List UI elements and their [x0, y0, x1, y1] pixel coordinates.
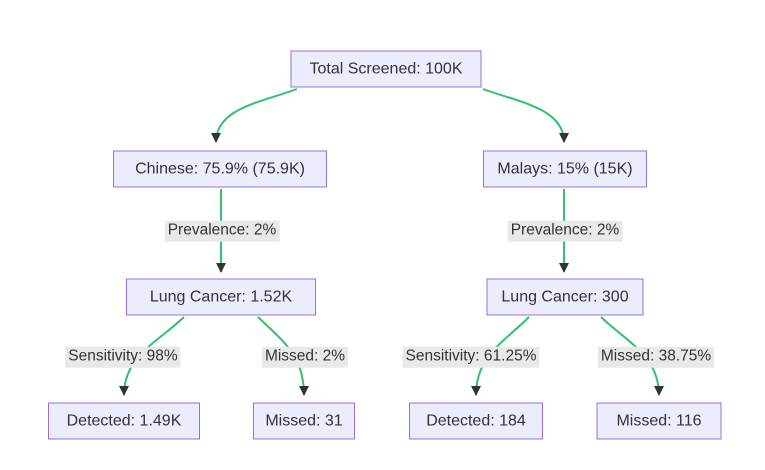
node-detected-malays: Detected: 184 — [409, 402, 543, 440]
edge-label-missed-pct-chinese: Missed: 2% — [261, 346, 349, 368]
edge-label-sensitivity-chinese: Sensitivity: 98% — [65, 346, 181, 368]
node-missed-malays: Missed: 116 — [596, 402, 722, 440]
edge-label-sensitivity-malays: Sensitivity: 61.25% — [402, 346, 540, 368]
node-missed-chinese: Missed: 31 — [253, 402, 355, 440]
edge-label-missed-pct-malays: Missed: 38.75% — [597, 346, 715, 368]
node-lung-cancer-chinese: Lung Cancer: 1.52K — [126, 278, 316, 316]
node-lung-cancer-malays: Lung Cancer: 300 — [486, 278, 644, 316]
node-malays: Malays: 15% (15K) — [483, 150, 647, 188]
edge-label-prevalence-malays: Prevalence: 2% — [507, 220, 623, 242]
node-chinese: Chinese: 75.9% (75.9K) — [113, 150, 327, 188]
node-total-screened: Total Screened: 100K — [290, 50, 482, 88]
edge-total-to-malays — [482, 88, 569, 143]
edge-label-prevalence-chinese: Prevalence: 2% — [164, 220, 280, 242]
node-detected-chinese: Detected: 1.49K — [48, 402, 200, 440]
edge-total-to-chinese — [211, 88, 298, 143]
